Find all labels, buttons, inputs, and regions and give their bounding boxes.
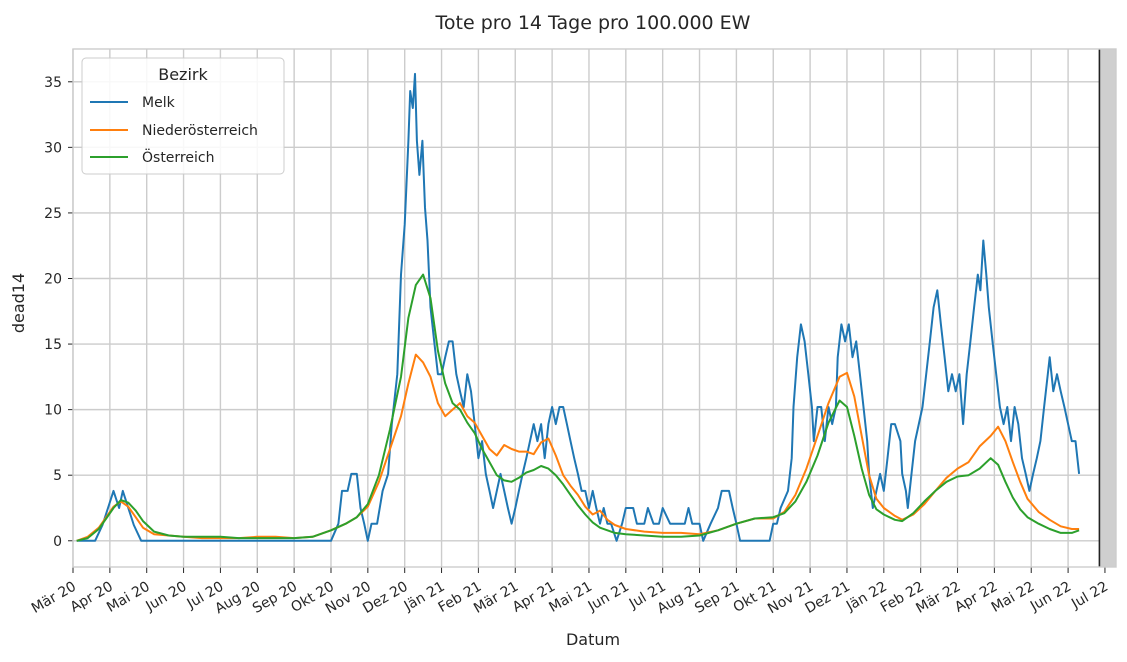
legend-label-melk: Melk bbox=[142, 95, 176, 111]
y-tick-label: 5 bbox=[53, 468, 62, 484]
y-tick-label: 25 bbox=[44, 206, 62, 222]
legend-label-niederoesterreich: Niederösterreich bbox=[142, 123, 258, 139]
series-line-niedersterreich bbox=[76, 353, 1080, 542]
legend-label-oesterreich: Österreich bbox=[142, 148, 214, 166]
series-line-sterreich bbox=[76, 273, 1080, 542]
y-tick-label: 15 bbox=[44, 337, 62, 353]
y-tick-label: 10 bbox=[44, 403, 62, 419]
series-layer bbox=[76, 72, 1081, 542]
x-tick-label: Jun 21 bbox=[585, 579, 632, 615]
shade-layer bbox=[1098, 49, 1116, 567]
series-line-melk bbox=[76, 72, 1081, 542]
y-tick-label: 0 bbox=[53, 534, 62, 550]
legend: Bezirk Melk Niederösterreich Österreich bbox=[81, 57, 285, 175]
plot-frame bbox=[72, 48, 1117, 568]
x-tick-label: Mär 20 bbox=[29, 579, 79, 617]
x-axis-label: Datum bbox=[566, 630, 620, 649]
x-tick-label: Jul 22 bbox=[1068, 579, 1111, 613]
chart-title: Tote pro 14 Tage pro 100.000 EW bbox=[435, 12, 751, 34]
x-tick-label: Mai 21 bbox=[546, 579, 595, 616]
legend-title: Bezirk bbox=[158, 65, 208, 84]
legend-box bbox=[81, 57, 285, 175]
x-tick-label: Mai 22 bbox=[989, 579, 1038, 616]
x-tick-label: Jun 20 bbox=[142, 579, 189, 615]
shaded-region bbox=[1099, 49, 1116, 567]
x-tick-label: Jun 22 bbox=[1027, 579, 1074, 615]
y-tick-label: 30 bbox=[44, 140, 62, 156]
y-axis-label: dead14 bbox=[9, 273, 28, 333]
y-tick-label: 35 bbox=[44, 75, 62, 91]
x-tick-label: Mai 20 bbox=[104, 579, 153, 616]
y-tick-label: 20 bbox=[44, 271, 62, 287]
